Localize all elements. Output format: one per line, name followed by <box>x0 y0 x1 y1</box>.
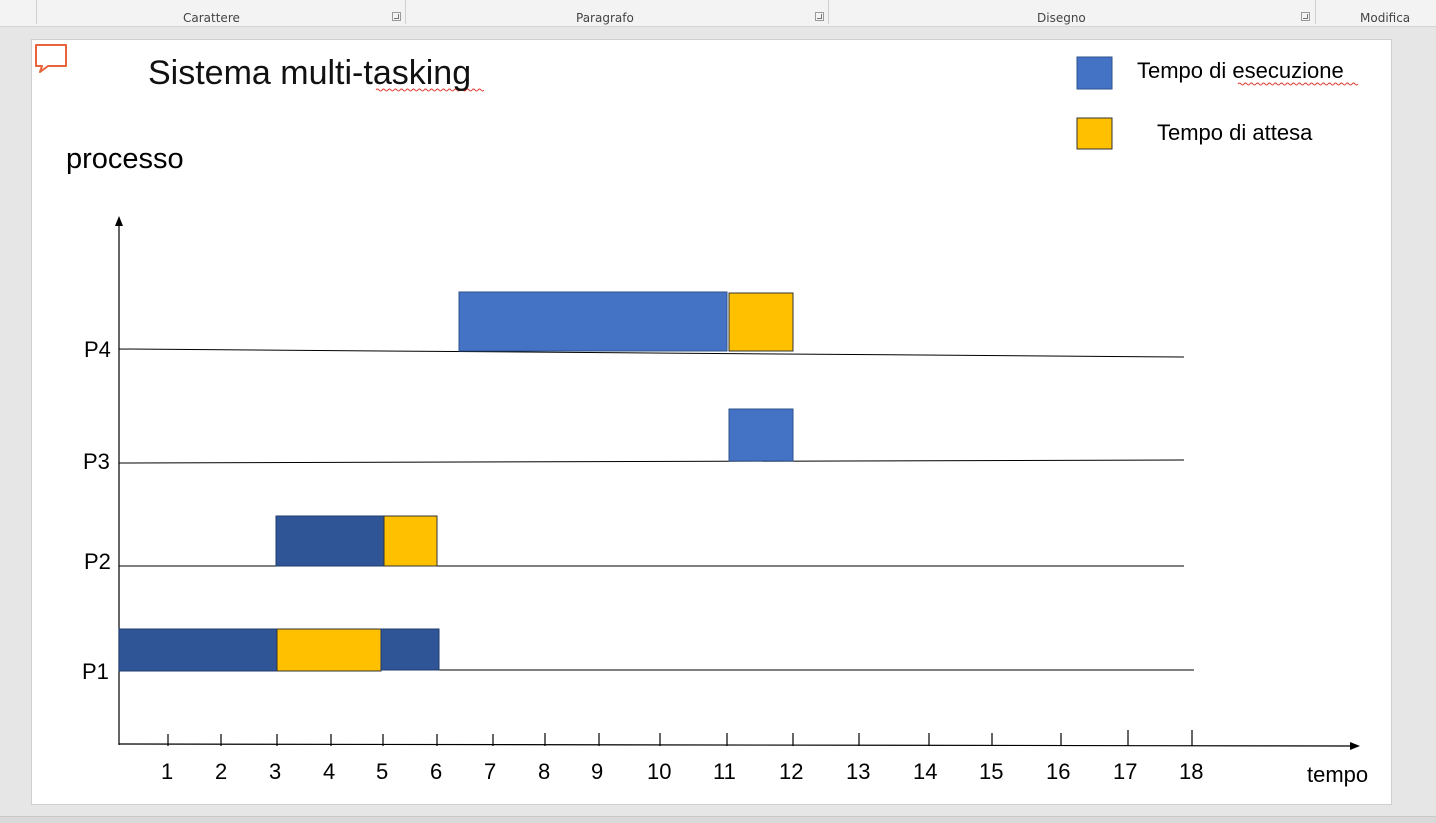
p1-execution-bar-2 <box>380 628 440 671</box>
tick-label-7: 7 <box>484 759 497 784</box>
x-axis-ticks <box>167 730 1193 746</box>
y-axis-arrow <box>115 216 123 226</box>
ribbon-group-carattere: Carattere <box>183 11 240 25</box>
legend-label-waiting: Tempo di attesa <box>1157 120 1313 145</box>
x-axis-label: tempo <box>1307 762 1369 787</box>
tick-label-14: 14 <box>913 759 938 784</box>
legend-label-execution: Tempo di esecuzione <box>1137 58 1344 83</box>
tick-label-1: 1 <box>161 759 174 784</box>
y-axis-label: processo <box>66 143 184 175</box>
tick-label-2: 2 <box>215 759 228 784</box>
ribbon-separator <box>1315 0 1316 24</box>
tick-label-16: 16 <box>1046 759 1071 784</box>
tick-label-18: 18 <box>1179 759 1204 784</box>
spellcheck-squiggle <box>1237 82 1359 86</box>
dialog-launcher-icon[interactable] <box>1301 12 1310 21</box>
process-label-p1: P1 <box>82 659 109 684</box>
tick-label-4: 4 <box>323 759 336 784</box>
tick-label-10: 10 <box>647 759 672 784</box>
process-label-p2: P2 <box>84 549 111 574</box>
p3-execution-bar <box>728 408 794 462</box>
status-strip <box>0 816 1436 823</box>
process-line-p3 <box>118 459 1185 464</box>
dialog-launcher-icon[interactable] <box>815 12 824 21</box>
legend-swatch-waiting <box>1076 117 1113 150</box>
p2-execution-bar <box>275 515 385 567</box>
legend-swatch-execution <box>1076 56 1113 90</box>
p4-waiting-bar <box>728 292 794 352</box>
process-label-p4: P4 <box>84 337 111 362</box>
tick-label-15: 15 <box>979 759 1004 784</box>
tick-label-11: 11 <box>713 759 736 784</box>
speech-bubble-icon[interactable] <box>35 44 67 73</box>
x-axis-arrow <box>1350 742 1360 750</box>
x-axis <box>118 743 1351 747</box>
ribbon-group-disegno: Disegno <box>1037 11 1086 25</box>
p1-execution-bar-1 <box>118 628 278 672</box>
process-line-p4 <box>118 348 1185 358</box>
tick-label-17: 17 <box>1113 759 1138 784</box>
tick-label-13: 13 <box>846 759 871 784</box>
process-label-p3: P3 <box>83 449 110 474</box>
ribbon-separator <box>405 0 406 24</box>
tick-label-3: 3 <box>269 759 282 784</box>
spellcheck-squiggle <box>375 88 485 92</box>
ribbon-group-modifica: Modifica <box>1360 11 1411 25</box>
tick-label-9: 9 <box>591 759 604 784</box>
ribbon-separator <box>36 0 37 24</box>
tick-label-6: 6 <box>430 759 443 784</box>
p1-waiting-bar <box>276 628 382 672</box>
slide-title[interactable]: Sistema multi-tasking <box>148 54 472 92</box>
ribbon-group-paragrafo: Paragrafo <box>576 11 634 25</box>
ribbon: Carattere Paragrafo Disegno Modifica <box>0 0 1436 27</box>
p4-execution-bar <box>458 291 728 352</box>
ribbon-separator <box>828 0 829 24</box>
tick-label-12: 12 <box>779 759 804 784</box>
tick-label-5: 5 <box>376 759 389 784</box>
dialog-launcher-icon[interactable] <box>392 12 401 21</box>
tick-label-8: 8 <box>538 759 551 784</box>
slide-canvas[interactable] <box>31 39 1392 805</box>
p2-waiting-bar <box>383 515 438 567</box>
